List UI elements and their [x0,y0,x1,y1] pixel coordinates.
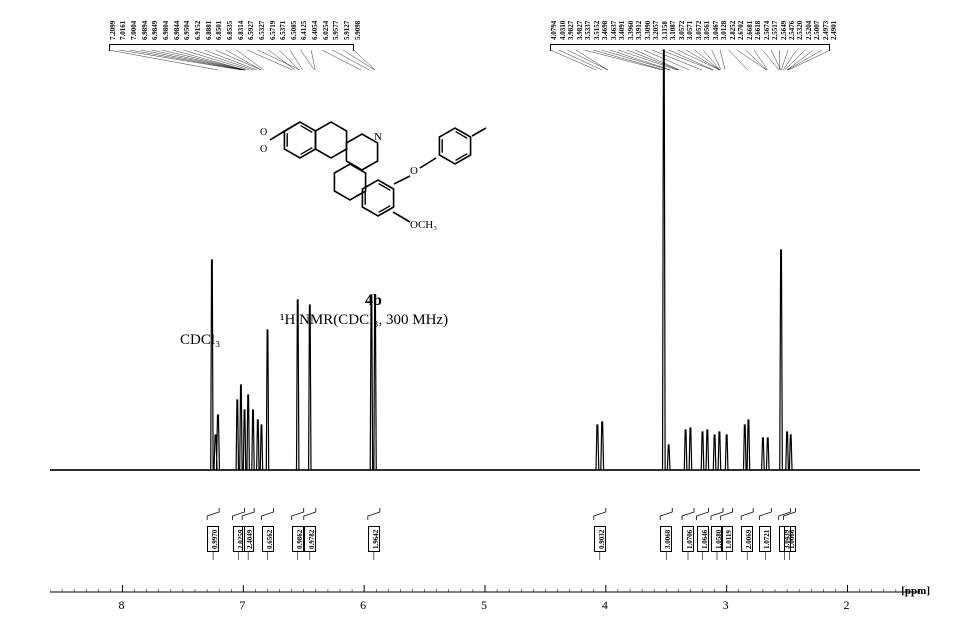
svg-text:N: N [374,131,382,143]
integral-value: 1.0066 [788,530,796,549]
integral-box: 1.9642 [368,526,380,552]
integral-box: 1.0646 [697,526,709,552]
integral-value: 2.0069 [745,530,753,549]
nmr-plot: 7.20997.01617.00046.98946.98496.98046.98… [50,10,920,610]
compound-id: 4b [365,292,382,310]
axis-tick-label: 4 [602,598,608,613]
integral-value: 3.0068 [664,530,672,549]
integral-value: 2.4049 [246,530,254,549]
integral-box: 2.0069 [741,526,753,552]
svg-text:O: O [260,144,267,155]
integral-value: 1.0721 [763,530,771,549]
integral-box: 0.9032 [594,526,606,552]
axis-tick-label: 2 [844,598,850,613]
axis-tick-label: 8 [119,598,125,613]
integral-value: 0.9782 [308,530,316,549]
integral-box: 1.0706 [682,526,694,552]
axis-label: [ppm] [901,585,930,597]
axis-tick-label: 7 [239,598,245,613]
integral-box: 0.9862 [292,526,304,552]
integral-box: 0.9782 [304,526,316,552]
integral-value: 1.0119 [725,530,733,549]
molecular-structure: OONOCH₃O [50,10,920,610]
integral-value: 0.9970 [211,530,219,549]
integral-value: 1.0646 [701,530,709,549]
integral-box: 0.6562 [262,526,274,552]
axis-tick-label: 3 [723,598,729,613]
nmr-title: ¹H NMR(CDCl₃, 300 MHz) [280,312,448,329]
integral-value: 1.9642 [372,530,380,549]
integral-box: 2.4049 [242,526,254,552]
integral-box: 3.0068 [660,526,672,552]
svg-text:O: O [260,127,267,138]
integral-box: 0.9970 [207,526,219,552]
solvent-label: CDCl₃ [180,332,220,349]
svg-text:OCH₃: OCH₃ [410,219,437,231]
integral-box: 1.0066 [784,526,796,552]
integral-value: 0.9032 [598,530,606,549]
integral-value: 1.0706 [686,530,694,549]
integral-value: 0.9862 [296,530,304,549]
axis-tick-label: 5 [481,598,487,613]
svg-text:O: O [410,165,418,177]
integral-value: 0.6562 [266,530,274,549]
integral-box: 1.0119 [721,526,733,552]
axis-tick-label: 6 [360,598,366,613]
integral-box: 1.0721 [759,526,771,552]
